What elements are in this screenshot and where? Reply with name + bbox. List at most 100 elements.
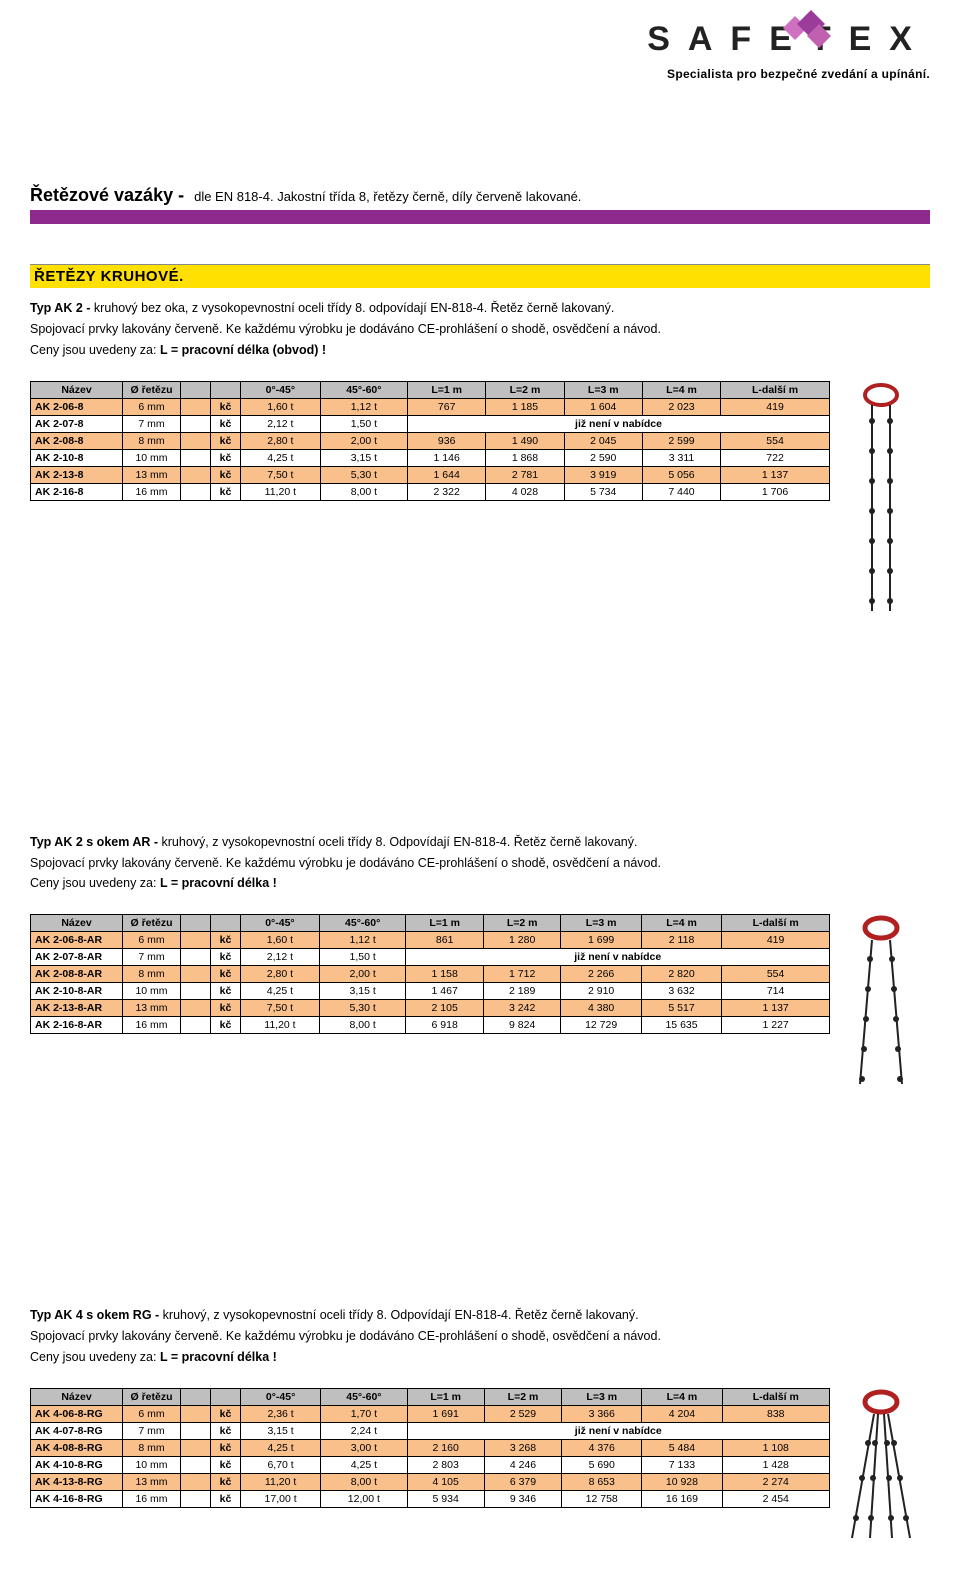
- table-cell: kč: [211, 949, 241, 966]
- table-cell: 11,20 t: [241, 1473, 321, 1490]
- table-cell: 5 934: [407, 1490, 484, 1507]
- table-header-cell: L=2 m: [483, 915, 561, 932]
- table-cell: AK 2-10-8: [31, 449, 123, 466]
- section1-table: NázevØ řetězu0°-45°45°-60°L=1 mL=2 mL=3 …: [30, 381, 830, 501]
- table-cell: kč: [211, 1473, 241, 1490]
- table-row: AK 4-07-8-RG7 mmkč3,15 t2,24 tjiž není v…: [31, 1422, 830, 1439]
- table-header-cell: L=3 m: [564, 381, 642, 398]
- table-cell: 1,50 t: [320, 415, 407, 432]
- table-cell: AK 4-07-8-RG: [31, 1422, 123, 1439]
- table-cell: 4 105: [407, 1473, 484, 1490]
- table-cell: 15 635: [641, 1017, 721, 1034]
- table-cell: 6,70 t: [241, 1456, 321, 1473]
- table-cell: 2,00 t: [320, 432, 407, 449]
- table-cell: 861: [406, 932, 484, 949]
- logo: SAFETEX: [647, 20, 930, 59]
- section3-desc2: Spojovací prvky lakovány červeně. Ke kaž…: [30, 1328, 930, 1345]
- table-cell: 2 274: [722, 1473, 829, 1490]
- table-row: AK 2-07-87 mmkč2,12 t1,50 tjiž není v na…: [31, 415, 830, 432]
- section3-table-wrap: NázevØ řetězu0°-45°45°-60°L=1 mL=2 mL=3 …: [30, 1388, 930, 1551]
- table-header-cell: Ø řetězu: [123, 915, 181, 932]
- table-cell: 2 910: [561, 983, 641, 1000]
- table-row: AK 2-16-816 mmkč11,20 t8,00 t2 3224 0285…: [31, 483, 830, 500]
- table-cell: 11,20 t: [241, 1017, 320, 1034]
- table-cell: kč: [211, 449, 241, 466]
- table-cell: 722: [721, 449, 830, 466]
- table-cell: 8 mm: [123, 1439, 181, 1456]
- logo-block: SAFETEX Specialista pro bezpečné zvedání…: [647, 20, 930, 81]
- table-cell: 3,15 t: [320, 449, 407, 466]
- not-in-offer-cell: již není v nabídce: [407, 1422, 829, 1439]
- table-cell: 10 928: [642, 1473, 722, 1490]
- table-cell: 6 mm: [123, 398, 181, 415]
- section1-desc3-bold: L = pracovní délka (obvod) !: [156, 343, 326, 357]
- table-cell: 12 758: [562, 1490, 642, 1507]
- table-cell: [181, 449, 211, 466]
- table-cell: AK 4-13-8-RG: [31, 1473, 123, 1490]
- table-cell: 2 189: [483, 983, 561, 1000]
- section3-product-image: [842, 1388, 920, 1551]
- table-cell: kč: [211, 1456, 241, 1473]
- table-cell: 5 517: [641, 1000, 721, 1017]
- table-cell: 12,00 t: [321, 1490, 407, 1507]
- table-cell: AK 2-13-8: [31, 466, 123, 483]
- table-header-cell: L=4 m: [642, 1388, 722, 1405]
- table-cell: 2 820: [641, 966, 721, 983]
- table-cell: kč: [211, 398, 241, 415]
- table-header-cell: [181, 915, 211, 932]
- table-header-cell: 45°-60°: [319, 915, 406, 932]
- table-header-cell: Ø řetězu: [123, 381, 181, 398]
- table-row: AK 4-08-8-RG8 mmkč4,25 t3,00 t2 1603 268…: [31, 1439, 830, 1456]
- table-cell: 8,00 t: [320, 483, 407, 500]
- table-cell: 1 604: [564, 398, 642, 415]
- table-row: AK 4-10-8-RG10 mmkč6,70 t4,25 t2 8034 24…: [31, 1456, 830, 1473]
- purple-divider: [30, 210, 930, 224]
- table-cell: 5 690: [562, 1456, 642, 1473]
- table-header-cell: [211, 915, 241, 932]
- table-cell: 5,30 t: [319, 1000, 406, 1017]
- table-cell: 5 734: [564, 483, 642, 500]
- table-cell: 16 mm: [123, 483, 181, 500]
- table-cell: [181, 1473, 211, 1490]
- table-cell: 2,36 t: [241, 1405, 321, 1422]
- table-cell: [181, 1439, 211, 1456]
- table-cell: 419: [721, 398, 830, 415]
- table-cell: 2 590: [564, 449, 642, 466]
- table-row: AK 2-13-813 mmkč7,50 t5,30 t1 6442 7813 …: [31, 466, 830, 483]
- table-cell: [181, 949, 211, 966]
- section2-table: NázevØ řetězu0°-45°45°-60°L=1 mL=2 mL=3 …: [30, 914, 830, 1034]
- table-cell: 1 706: [721, 483, 830, 500]
- table-cell: 1 185: [486, 398, 564, 415]
- table-cell: 3,15 t: [319, 983, 406, 1000]
- table-cell: 838: [722, 1405, 829, 1422]
- table-cell: kč: [211, 966, 241, 983]
- table-header-cell: L=3 m: [561, 915, 641, 932]
- table-cell: 13 mm: [123, 1473, 181, 1490]
- table-cell: AK 4-08-8-RG: [31, 1439, 123, 1456]
- table-header-cell: 0°-45°: [241, 1388, 321, 1405]
- table-cell: kč: [211, 432, 241, 449]
- table-cell: 936: [408, 432, 486, 449]
- table-cell: 1 137: [721, 466, 830, 483]
- table-cell: 4,25 t: [241, 449, 321, 466]
- section1-type-label: Typ AK 2 -: [30, 301, 94, 315]
- table-cell: 10 mm: [123, 1456, 181, 1473]
- table-cell: 554: [722, 966, 830, 983]
- table-cell: 2 454: [722, 1490, 829, 1507]
- table-cell: AK 2-06-8: [31, 398, 123, 415]
- table-cell: 16 169: [642, 1490, 722, 1507]
- table-cell: [181, 466, 211, 483]
- table-cell: kč: [211, 1405, 241, 1422]
- table-cell: kč: [211, 1490, 241, 1507]
- table-cell: [181, 1422, 211, 1439]
- table-cell: 4,25 t: [241, 1439, 321, 1456]
- table-cell: kč: [211, 415, 241, 432]
- table-header-cell: Název: [31, 1388, 123, 1405]
- section2-desc3-lead: Ceny jsou uvedeny za:: [30, 876, 160, 890]
- table-cell: 2 599: [642, 432, 720, 449]
- table-header-cell: L=2 m: [484, 1388, 561, 1405]
- main-subtitle: dle EN 818-4. Jakostní třída 8, řetězy č…: [194, 189, 581, 204]
- table-cell: kč: [211, 483, 241, 500]
- table-header-cell: 0°-45°: [241, 915, 320, 932]
- table-header-cell: L-další m: [721, 381, 830, 398]
